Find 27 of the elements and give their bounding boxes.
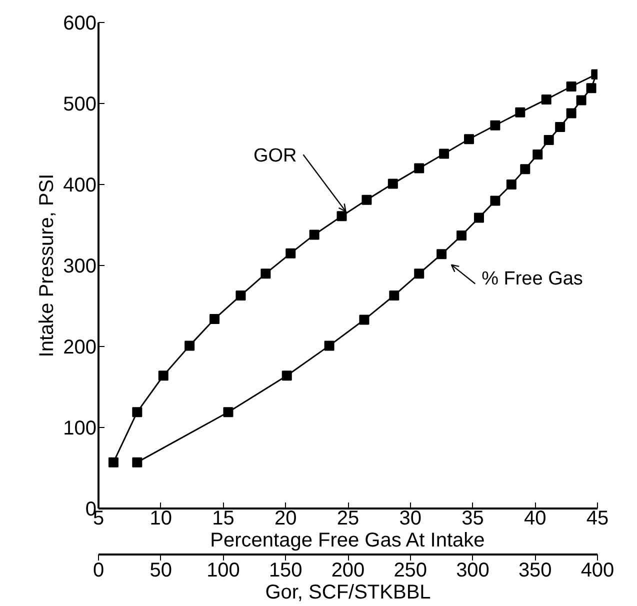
x-tick-label: 15 [212, 508, 234, 530]
x-tick-label: 30 [399, 508, 422, 530]
x2-tick-label: 300 [456, 560, 490, 582]
x2-tick-label: 150 [268, 560, 302, 582]
y-tick-label: 200 [63, 336, 97, 358]
x-axis-title: Percentage Free Gas At Intake [210, 530, 485, 552]
y-tick-label: 500 [63, 94, 97, 116]
y-axis-title: Intake Pressure, PSI [36, 174, 58, 358]
y-tick-label: 600 [63, 12, 97, 34]
x-tick-label: 40 [524, 508, 546, 530]
x2-tick-label: 100 [206, 560, 240, 582]
x2-tick-label: 250 [394, 560, 428, 582]
y-tick-label: 400 [63, 174, 97, 196]
x-tick-label: 10 [150, 508, 172, 530]
y-tick-label: 100 [63, 418, 97, 440]
x-tick-label: 25 [336, 508, 360, 530]
text: GOR [253, 146, 297, 167]
legend-label: % Free Gas [482, 268, 583, 290]
x-tick-label: 45 [586, 508, 609, 530]
y-tick-label: 300 [63, 256, 97, 278]
x-tick-label: 35 [462, 508, 484, 530]
x-tick-label: 20 [274, 508, 297, 530]
x2-tick-label: 350 [518, 560, 552, 582]
x2-tick-label: 50 [150, 560, 172, 582]
x2-tick-label: 400 [580, 560, 614, 582]
x2-tick-label: 200 [331, 560, 365, 582]
x2-axis-title: Gor, SCF/STKBBL [265, 582, 431, 604]
